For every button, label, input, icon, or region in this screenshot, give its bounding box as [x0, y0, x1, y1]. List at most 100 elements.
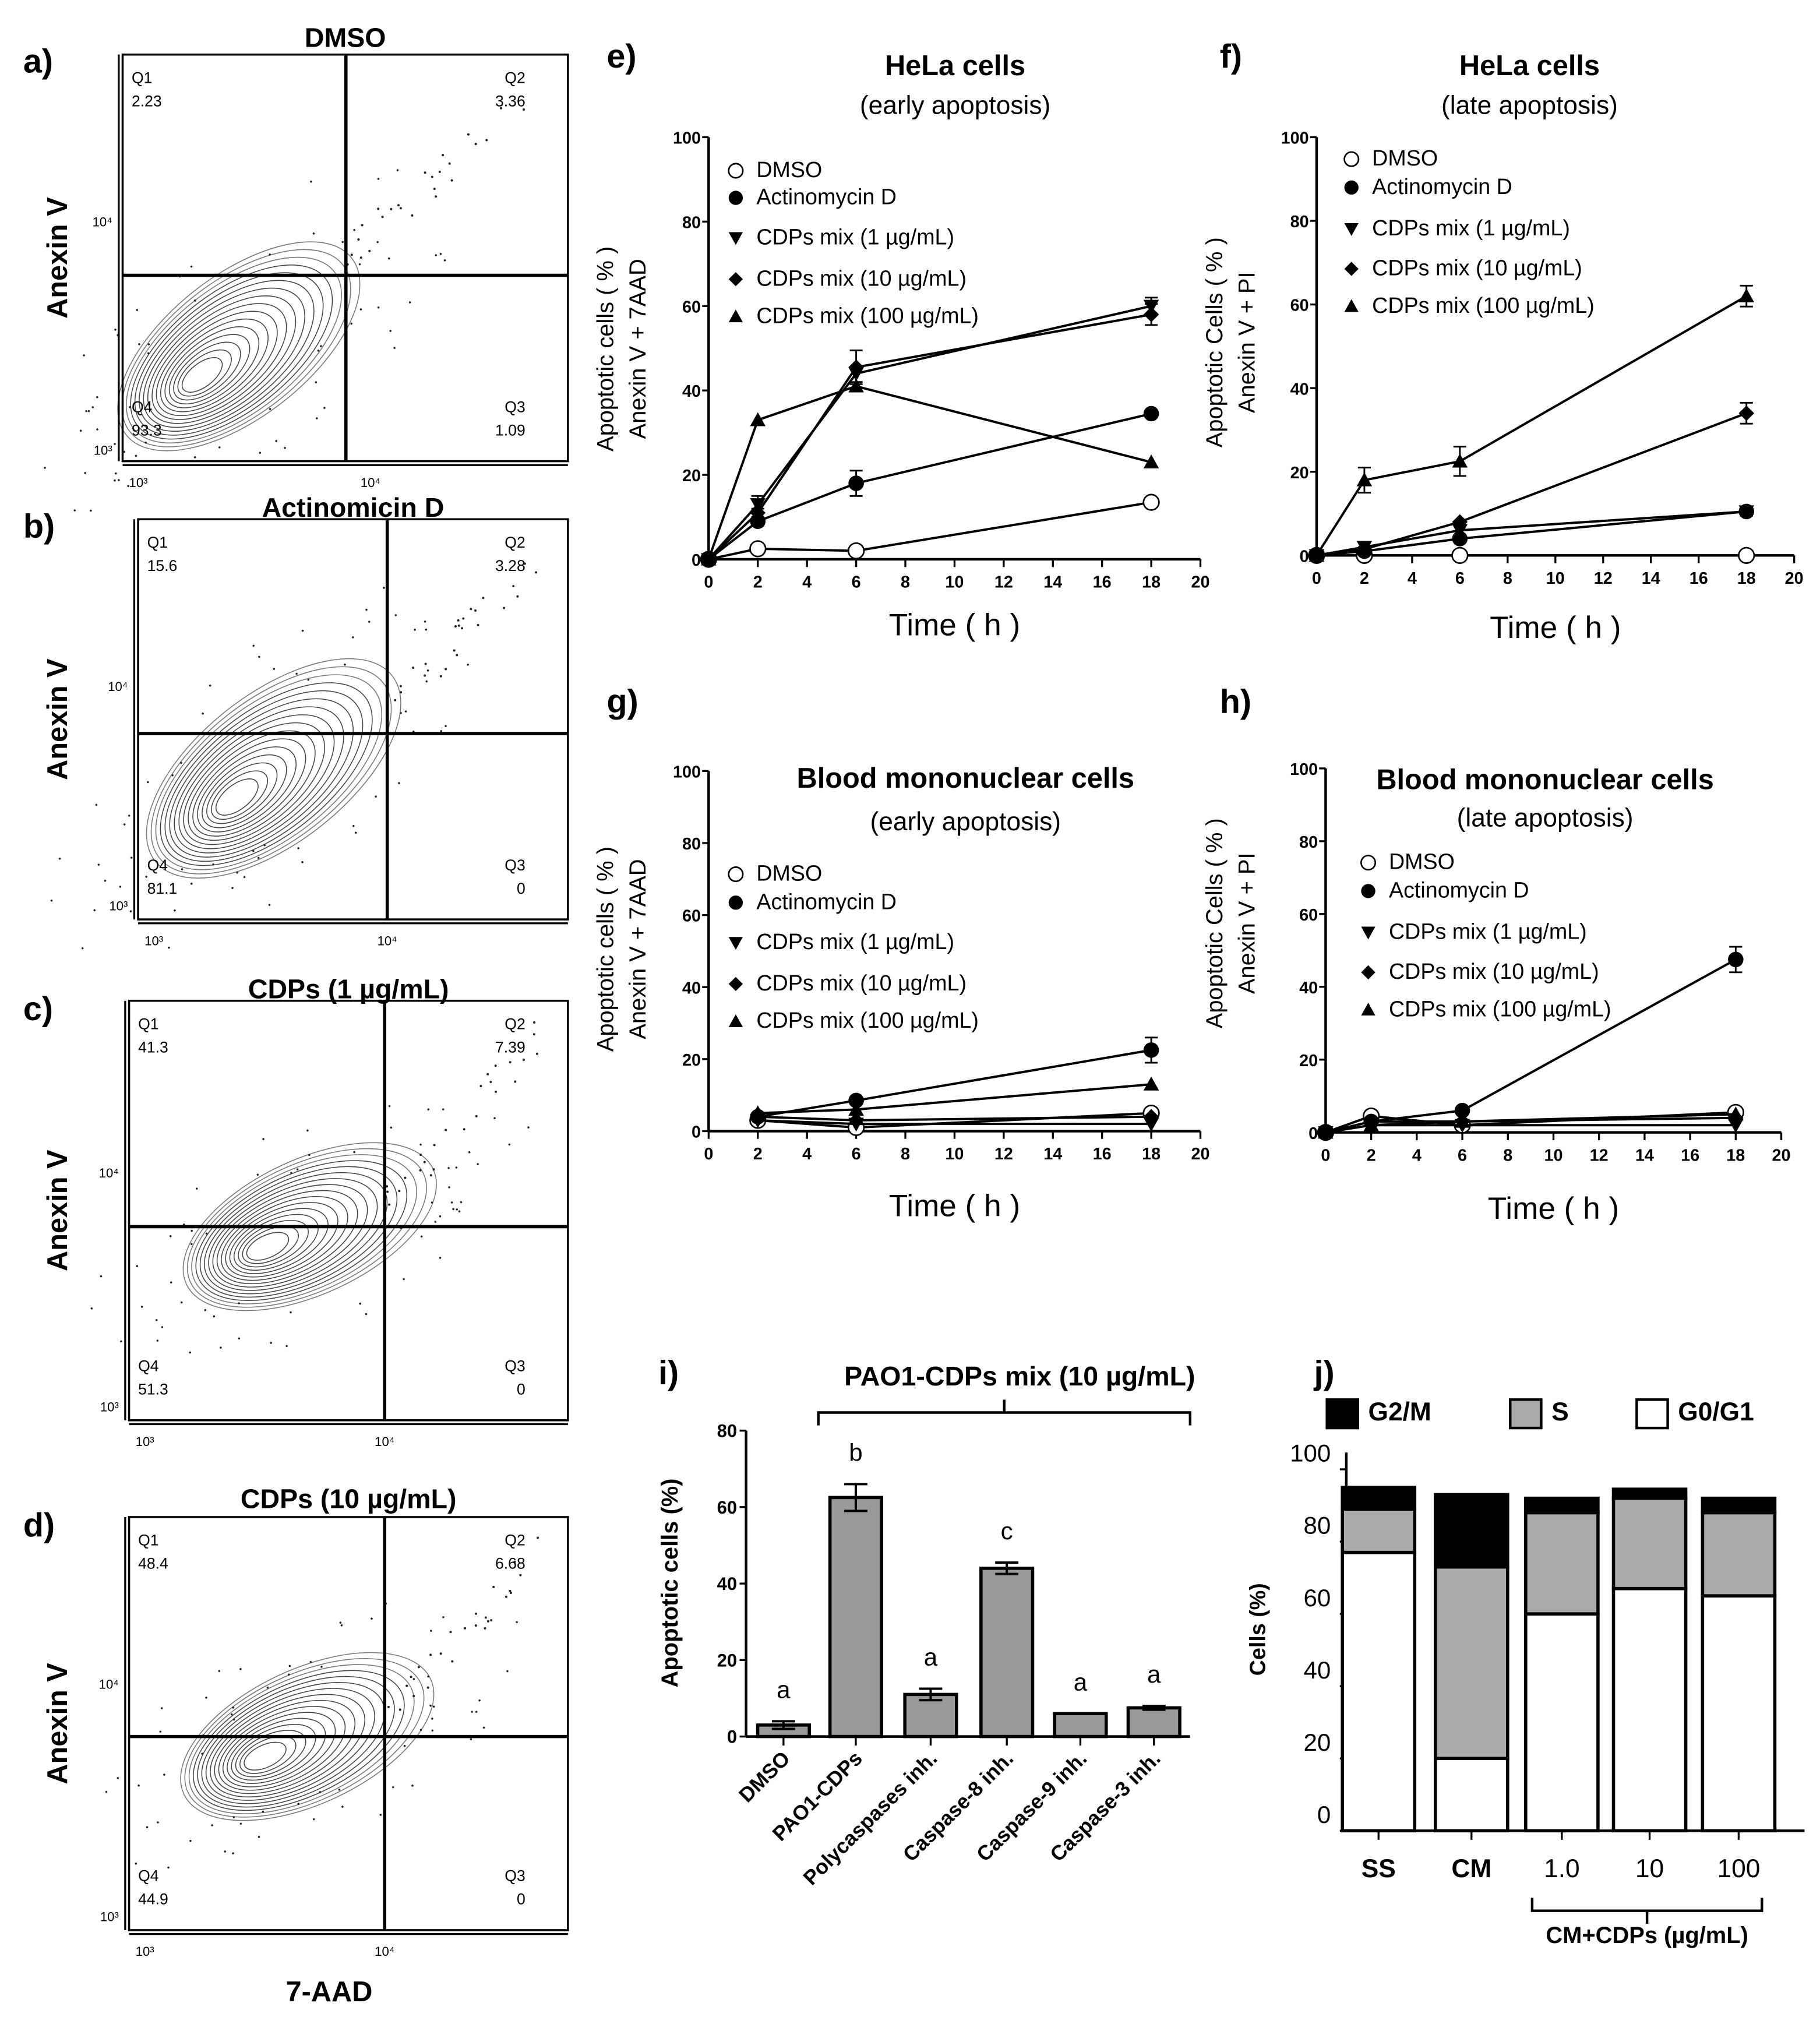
event-dot	[262, 1810, 264, 1813]
event-dot	[389, 330, 392, 332]
event-dot	[160, 1707, 163, 1709]
triangle-down-marker	[1452, 524, 1468, 538]
event-dot	[157, 1821, 159, 1824]
contour-line	[216, 1190, 358, 1285]
event-dot	[323, 407, 326, 409]
series-triangle-up	[750, 1076, 1159, 1120]
event-dot	[307, 678, 310, 681]
series-line	[707, 305, 1152, 560]
contour-line	[212, 1184, 368, 1288]
triangle-up-marker	[848, 1102, 864, 1116]
diamond-marker	[728, 271, 743, 287]
bar-5	[1126, 1706, 1181, 1739]
event-dot	[523, 108, 525, 111]
contour-line	[239, 1736, 297, 1774]
quadrant-name-q4: Q4	[132, 398, 152, 415]
diamond-marker	[848, 359, 864, 375]
y-tick-label: 60	[682, 298, 701, 316]
event-dot	[433, 188, 436, 191]
event-dot	[450, 1201, 453, 1204]
x-tick-label: 16	[1690, 569, 1708, 588]
x-tick-label: 2	[1360, 569, 1369, 588]
contour-line	[205, 1688, 375, 1801]
event-dot	[474, 1612, 477, 1615]
event-dot	[387, 257, 390, 260]
quadrant-value-q1: 48.4	[138, 1555, 168, 1572]
event-dot	[516, 595, 519, 598]
legend-item: CDPs mix (10 µg/mL)	[1344, 256, 1582, 280]
event-dot	[474, 1624, 477, 1627]
contour-line	[218, 1706, 346, 1791]
legend-item: G2/M	[1325, 1398, 1431, 1430]
event-dot	[532, 1033, 535, 1036]
event-dot	[432, 1168, 435, 1171]
series-line	[1315, 295, 1747, 556]
legend-item: CDPs mix (1 µg/mL)	[728, 929, 954, 954]
event-dot	[391, 1786, 394, 1789]
event-dot	[136, 309, 139, 311]
event-dot	[431, 175, 433, 178]
event-dot	[205, 1697, 207, 1699]
line-chart-g: g) Blood mononuclear cells (early apoptosi…	[592, 683, 1209, 1223]
y-tick-label: 10⁴	[93, 214, 112, 229]
event-dot	[145, 876, 147, 878]
contour-line	[193, 1670, 405, 1811]
bar-segment-g2-m	[1341, 1486, 1417, 1511]
event-dot	[439, 253, 442, 255]
event-dot	[73, 509, 76, 512]
triangle-up-marker	[1738, 288, 1755, 302]
x-tick-label: 12	[994, 1145, 1013, 1163]
event-dot	[138, 343, 140, 345]
event-dot	[285, 1345, 288, 1348]
event-dot	[398, 1708, 401, 1711]
quadrant-value-q4: 51.3	[138, 1380, 168, 1398]
contour-line	[197, 1676, 395, 1808]
event-dot	[484, 1627, 486, 1630]
event-dot	[95, 803, 98, 806]
contour-line	[206, 762, 278, 824]
x-tick-label: 18	[1737, 569, 1756, 588]
y-axis-label: Apoptotic cells ( % )	[592, 246, 618, 452]
circle-filled-marker	[1344, 180, 1359, 195]
event-dot	[83, 354, 85, 357]
circle-open-marker	[1343, 151, 1360, 167]
event-dot	[433, 1144, 436, 1147]
event-dot	[353, 228, 355, 231]
event-dot	[405, 1684, 408, 1687]
event-dot	[301, 629, 304, 632]
circle-filled-marker	[1143, 1042, 1159, 1058]
chart-title: HeLa cells	[885, 50, 1025, 82]
event-dot	[163, 1773, 165, 1776]
event-dot	[490, 1618, 493, 1621]
x-tick-label: 14	[1043, 1145, 1062, 1163]
series-line	[708, 412, 1152, 560]
event-dot	[128, 814, 130, 817]
event-dot	[393, 347, 396, 349]
event-dot	[442, 1616, 445, 1618]
event-dot	[350, 322, 352, 325]
y-tick-label: 20	[1290, 464, 1309, 482]
event-dot	[180, 761, 182, 764]
y-axis-label: Anexin V	[42, 1663, 73, 1785]
event-dot	[213, 1315, 216, 1318]
event-dot	[85, 410, 87, 412]
x-tick-label: 16	[1093, 1145, 1112, 1163]
event-dot	[171, 774, 174, 777]
event-dot	[263, 844, 266, 847]
contour-line	[147, 295, 297, 424]
event-dot	[359, 308, 362, 311]
error-bar	[844, 1483, 867, 1512]
y-tick-label: 0	[1317, 1801, 1331, 1828]
event-dot	[396, 169, 399, 171]
triangle-up-marker	[1143, 1076, 1159, 1091]
event-dot	[419, 1143, 422, 1146]
legend-item: Actinomycin D	[1361, 877, 1529, 902]
event-dot	[352, 636, 354, 639]
panel-label: g)	[606, 683, 638, 721]
quadrant-name-q3: Q3	[505, 1357, 525, 1375]
bar-3	[979, 1567, 1035, 1739]
x-tick-label: 1.0	[1544, 1854, 1580, 1883]
line-chart-h: h) Blood mononuclear cells (late apoptosis…	[1202, 683, 1790, 1226]
panel-title: DMSO	[305, 22, 386, 52]
event-dot	[411, 214, 414, 217]
